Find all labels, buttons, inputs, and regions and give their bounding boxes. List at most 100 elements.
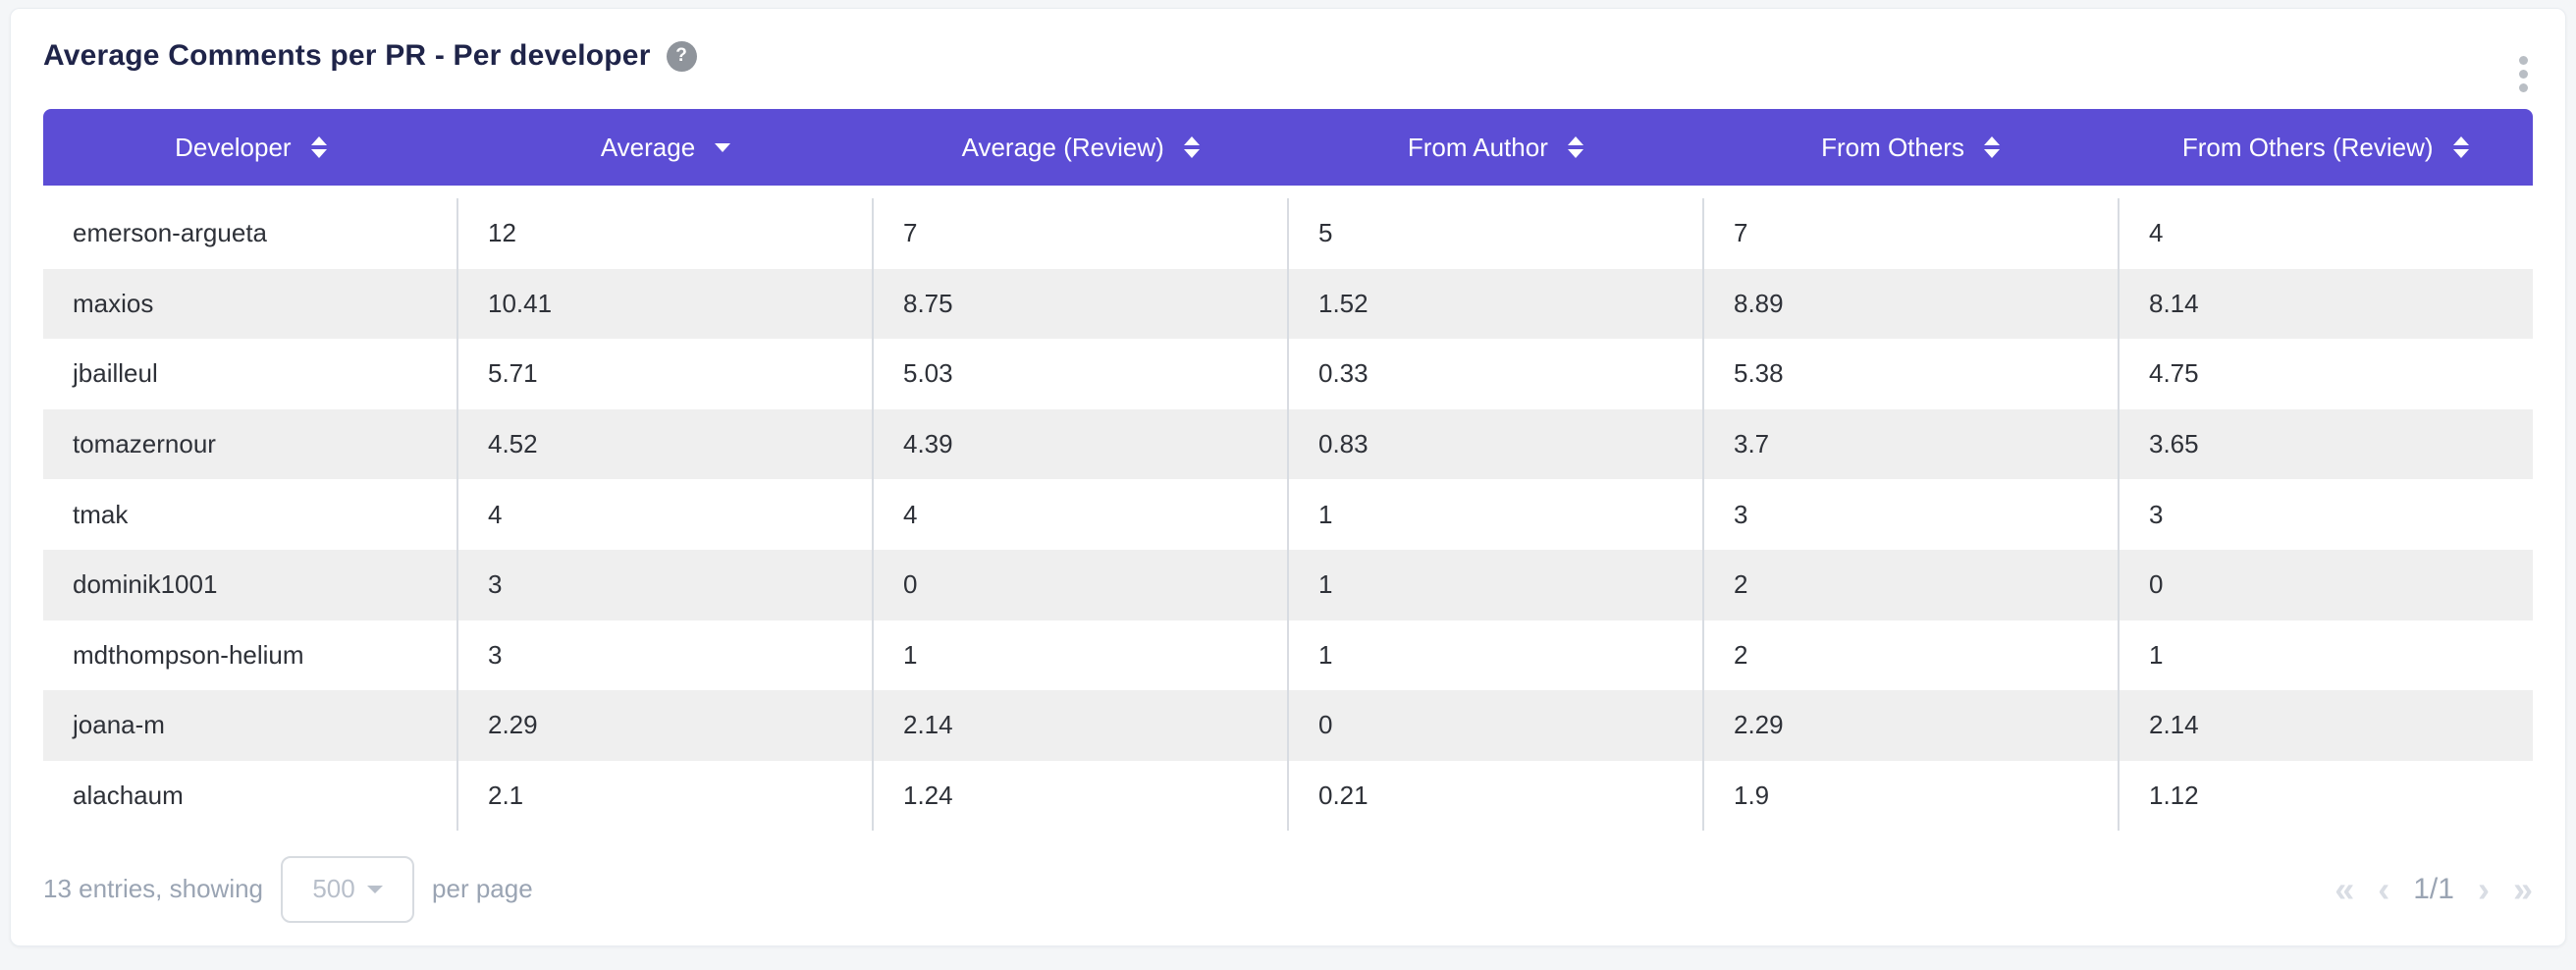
title-group: Average Comments per PR - Per developer …: [43, 34, 697, 78]
table-row: alachaum 2.1 1.24 0.21 1.9 1.12: [43, 760, 2533, 832]
table-row: maxios 10.41 8.75 1.52 8.89 8.14: [43, 268, 2533, 340]
table-row: mdthompson-helium 3 1 1 2 1: [43, 620, 2533, 691]
cell-developer: emerson-argueta: [73, 218, 267, 248]
table-row: jbailleul 5.71 5.03 0.33 5.38 4.75: [43, 339, 2533, 409]
cell-developer: dominik1001: [73, 569, 218, 600]
cell-from-others-review: 3.65: [2118, 408, 2533, 480]
page-size-value: 500: [312, 874, 355, 904]
page-size-controls: 13 entries, showing 500 per page: [43, 855, 533, 923]
cell-average-review: 5.03: [872, 339, 1287, 409]
column-header-from-others[interactable]: From Others: [1703, 109, 2119, 186]
last-page-button[interactable]: »: [2512, 868, 2533, 909]
cell-from-others-review: 0: [2118, 549, 2533, 620]
cell-average: 2.1: [456, 760, 872, 832]
entries-count-label: 13 entries, showing: [43, 874, 264, 904]
page-size-dropdown[interactable]: 500: [281, 855, 415, 923]
column-header-average[interactable]: Average: [458, 109, 874, 186]
cell-from-others: 3.7: [1702, 408, 2118, 480]
column-header-label: From Author: [1407, 132, 1548, 162]
cell-from-others-review: 4.75: [2118, 339, 2533, 409]
cell-average: 3: [456, 620, 872, 691]
sort-both-icon: [310, 136, 327, 158]
table-row: tomazernour 4.52 4.39 0.83 3.7 3.65: [43, 408, 2533, 480]
column-header-label: Average (Review): [961, 132, 1164, 162]
pagination: « ‹ 1/1 › »: [2334, 868, 2533, 909]
prev-page-button[interactable]: ‹: [2378, 868, 2390, 909]
cell-average: 3: [456, 549, 872, 620]
sort-both-icon: [2452, 136, 2469, 158]
sort-both-icon: [1567, 136, 1583, 158]
help-icon[interactable]: ?: [666, 40, 697, 72]
sort-desc-icon: [715, 142, 731, 152]
column-header-average-review[interactable]: Average (Review): [873, 109, 1288, 186]
cell-average: 4: [456, 479, 872, 550]
table-footer: 13 entries, showing 500 per page « ‹ 1/1…: [11, 831, 2565, 947]
cell-developer: mdthompson-helium: [73, 639, 304, 670]
cell-developer: tmak: [73, 499, 129, 529]
cell-from-others-review: 2.14: [2118, 690, 2533, 761]
cell-from-author: 0.33: [1287, 339, 1702, 409]
cell-from-author: 5: [1287, 198, 1702, 269]
cell-from-author: 0: [1287, 690, 1702, 761]
column-header-developer[interactable]: Developer: [43, 109, 458, 186]
cell-average-review: 2.14: [872, 690, 1287, 761]
column-header-from-author[interactable]: From Author: [1288, 109, 1703, 186]
kebab-menu-icon[interactable]: [2515, 52, 2532, 96]
page-indicator: 1/1: [2413, 872, 2454, 905]
cell-average-review: 8.75: [872, 268, 1287, 340]
cell-developer: tomazernour: [73, 429, 216, 459]
sort-both-icon: [1183, 136, 1200, 158]
cell-from-others: 3: [1702, 479, 2118, 550]
widget-title: Average Comments per PR - Per developer: [43, 39, 651, 72]
cell-from-others: 2: [1702, 620, 2118, 691]
cell-from-others: 2.29: [1702, 690, 2118, 761]
help-icon-glyph: ?: [675, 45, 687, 66]
cell-average-review: 0: [872, 549, 1287, 620]
sort-both-icon: [1983, 136, 2000, 158]
next-page-button[interactable]: ›: [2477, 868, 2490, 909]
cell-from-others-review: 1: [2118, 620, 2533, 691]
cell-average: 4.52: [456, 408, 872, 480]
cell-from-author: 1.52: [1287, 268, 1702, 340]
per-page-label: per page: [432, 874, 533, 904]
cell-from-others-review: 8.14: [2118, 268, 2533, 340]
cell-from-author: 0.21: [1287, 760, 1702, 832]
first-page-button[interactable]: «: [2334, 868, 2355, 909]
cell-from-others-review: 3: [2118, 479, 2533, 550]
cell-developer: alachaum: [73, 781, 184, 811]
table-row: tmak 4 4 1 3 3: [43, 479, 2533, 550]
cell-from-author: 1: [1287, 549, 1702, 620]
cell-average-review: 1: [872, 620, 1287, 691]
cell-average: 10.41: [456, 268, 872, 340]
cell-from-others: 5.38: [1702, 339, 2118, 409]
cell-average: 2.29: [456, 690, 872, 761]
column-header-from-others-review[interactable]: From Others (Review): [2118, 109, 2533, 186]
cell-average-review: 4.39: [872, 408, 1287, 480]
cell-average-review: 7: [872, 198, 1287, 269]
column-header-label: From Others (Review): [2181, 132, 2434, 162]
cell-from-author: 1: [1287, 620, 1702, 691]
table-row: emerson-argueta 12 7 5 7 4: [43, 198, 2533, 269]
cell-developer: joana-m: [73, 710, 165, 740]
widget-card: Average Comments per PR - Per developer …: [10, 8, 2566, 946]
cell-from-author: 1: [1287, 479, 1702, 550]
cell-from-others-review: 1.12: [2118, 760, 2533, 832]
cell-from-others-review: 4: [2118, 198, 2533, 269]
cell-average-review: 4: [872, 479, 1287, 550]
cell-from-others: 8.89: [1702, 268, 2118, 340]
chevron-down-icon: [366, 885, 383, 893]
cell-average-review: 1.24: [872, 760, 1287, 832]
cell-from-others: 7: [1702, 198, 2118, 269]
table-row: joana-m 2.29 2.14 0 2.29 2.14: [43, 690, 2533, 761]
table-row: dominik1001 3 0 1 2 0: [43, 549, 2533, 620]
cell-from-author: 0.83: [1287, 408, 1702, 480]
card-header: Average Comments per PR - Per developer …: [11, 9, 2565, 78]
cell-developer: jbailleul: [73, 358, 158, 389]
cell-developer: maxios: [73, 288, 154, 318]
column-header-label: Average: [600, 132, 696, 162]
column-header-label: From Others: [1821, 132, 1964, 162]
column-header-label: Developer: [175, 132, 292, 162]
table-header-row: Developer Average Average (Review) From …: [43, 109, 2533, 186]
table-body: emerson-argueta 12 7 5 7 4 maxios 10.41 …: [43, 198, 2533, 832]
cell-from-others: 1.9: [1702, 760, 2118, 832]
